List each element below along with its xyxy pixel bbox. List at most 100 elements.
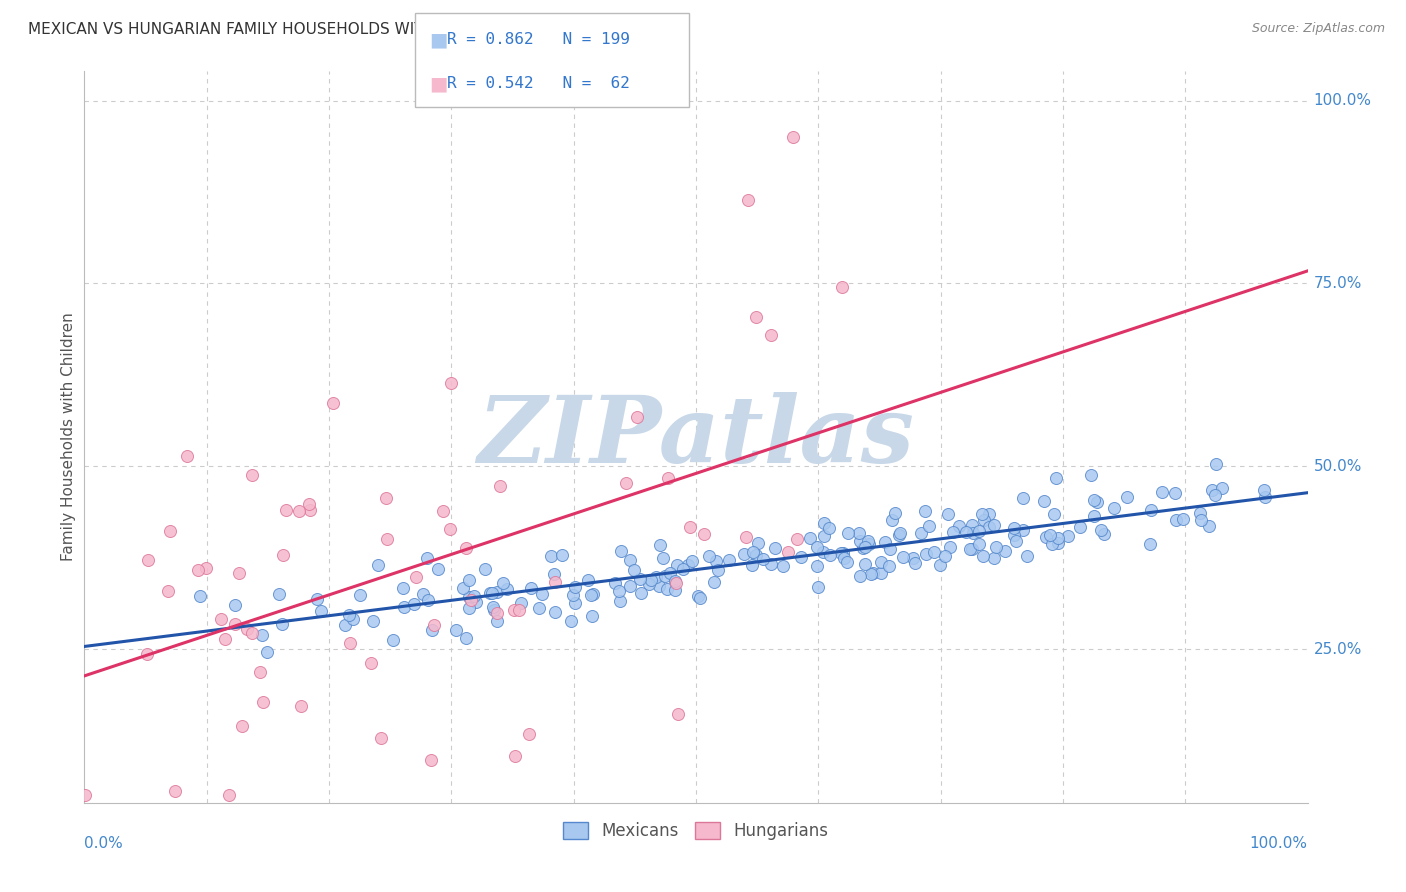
Point	[603, 575, 626, 590]
Point	[811, 545, 834, 559]
Point	[744, 310, 766, 324]
Point	[527, 601, 550, 615]
Point	[1115, 490, 1137, 504]
Point	[361, 614, 384, 628]
Point	[665, 558, 688, 572]
Point	[853, 540, 876, 554]
Point	[1164, 513, 1187, 527]
Point	[1015, 549, 1038, 564]
Point	[367, 558, 389, 573]
Point	[1004, 528, 1026, 542]
Point	[830, 546, 852, 560]
Point	[879, 541, 901, 556]
Point	[786, 532, 808, 546]
Point	[544, 574, 567, 589]
Point	[689, 591, 711, 606]
Point	[959, 541, 981, 556]
Point	[440, 376, 463, 391]
Point	[614, 476, 637, 491]
Point	[337, 608, 360, 623]
Point	[870, 566, 893, 581]
Point	[936, 507, 959, 521]
Point	[458, 601, 481, 615]
Text: 100.0%: 100.0%	[1250, 836, 1308, 851]
Point	[479, 585, 502, 599]
Point	[454, 632, 477, 646]
Point	[1085, 495, 1108, 509]
Point	[156, 583, 179, 598]
Point	[163, 783, 186, 797]
Point	[517, 727, 540, 741]
Point	[288, 504, 311, 518]
Point	[1189, 513, 1212, 527]
Point	[1164, 485, 1187, 500]
Point	[159, 524, 181, 538]
Point	[858, 537, 880, 551]
Text: 50.0%: 50.0%	[1313, 458, 1362, 474]
Point	[188, 589, 211, 603]
Point	[273, 548, 295, 562]
Point	[644, 570, 666, 584]
Point	[745, 548, 768, 562]
Point	[1205, 457, 1227, 471]
Point	[664, 582, 686, 597]
Point	[492, 576, 515, 591]
Point	[929, 558, 952, 572]
Point	[422, 618, 444, 632]
Point	[934, 549, 956, 563]
Point	[1004, 534, 1026, 549]
Point	[1171, 512, 1194, 526]
Point	[849, 534, 872, 549]
Point	[960, 518, 983, 533]
Point	[415, 550, 437, 565]
Point	[651, 550, 673, 565]
Point	[1254, 490, 1277, 504]
Point	[849, 568, 872, 582]
Text: 75.0%: 75.0%	[1313, 276, 1362, 291]
Point	[576, 573, 599, 587]
Point	[270, 616, 292, 631]
Point	[333, 618, 356, 632]
Point	[485, 585, 508, 599]
Point	[735, 530, 758, 544]
Point	[1043, 507, 1066, 521]
Point	[218, 789, 240, 803]
Point	[806, 558, 828, 573]
Point	[910, 525, 932, 540]
Point	[820, 548, 842, 562]
Point	[818, 521, 841, 535]
Point	[444, 623, 467, 637]
Point	[884, 506, 907, 520]
Point	[619, 553, 641, 567]
Point	[733, 547, 755, 561]
Point	[782, 129, 804, 144]
Point	[187, 563, 209, 577]
Point	[807, 580, 830, 594]
Point	[967, 537, 990, 551]
Text: 0.0%: 0.0%	[84, 836, 124, 851]
Text: 25.0%: 25.0%	[1313, 641, 1362, 657]
Point	[648, 579, 671, 593]
Point	[922, 545, 945, 559]
Point	[1047, 531, 1070, 545]
Text: Source: ZipAtlas.com: Source: ZipAtlas.com	[1251, 22, 1385, 36]
Point	[1204, 488, 1226, 502]
Point	[970, 507, 993, 521]
Point	[626, 409, 648, 424]
Point	[960, 541, 983, 556]
Point	[267, 587, 290, 601]
Point	[853, 558, 876, 572]
Point	[628, 572, 651, 586]
Point	[1002, 520, 1025, 534]
Point	[349, 588, 371, 602]
Point	[1152, 485, 1174, 500]
Point	[948, 519, 970, 533]
Point	[1011, 491, 1033, 505]
Point	[290, 698, 312, 713]
Point	[880, 513, 903, 527]
Point	[562, 588, 585, 602]
Point	[481, 586, 503, 600]
Point	[298, 497, 321, 511]
Point	[835, 555, 858, 569]
Point	[1032, 494, 1054, 508]
